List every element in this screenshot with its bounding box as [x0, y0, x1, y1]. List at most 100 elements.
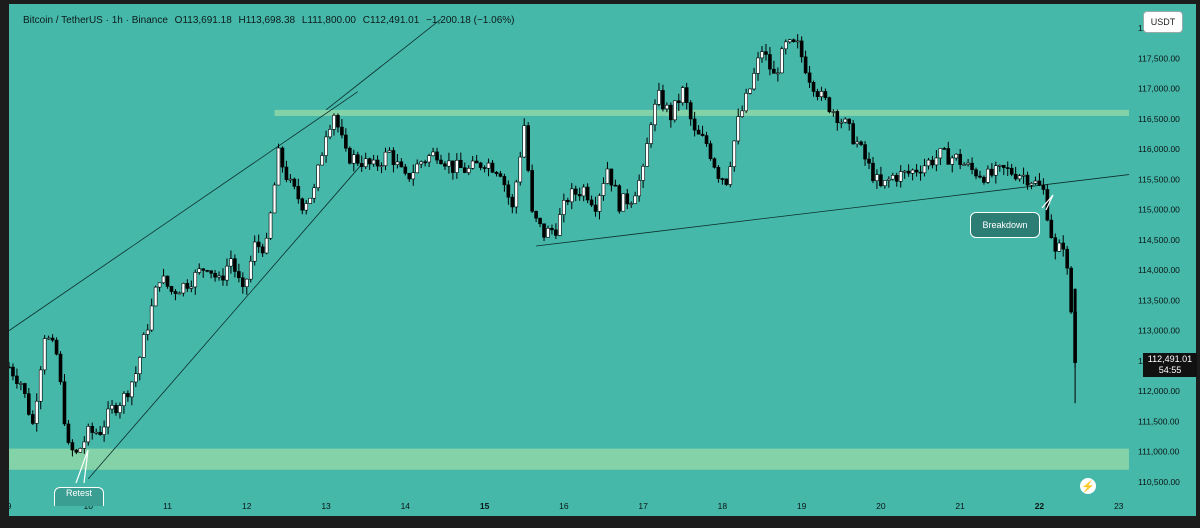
candle-down	[716, 167, 721, 179]
candle-up	[264, 237, 269, 254]
candle-down	[241, 277, 245, 287]
candle-up	[447, 160, 451, 167]
candle-up	[351, 154, 356, 164]
trendline-3	[536, 174, 1130, 247]
candle-down	[946, 148, 951, 165]
candle-up	[328, 129, 332, 138]
chart-area[interactable]: 118,000.00117,500.00117,000.00116,500.00…	[9, 4, 1197, 516]
candle-down	[237, 271, 241, 279]
candle-up	[657, 90, 661, 105]
candle-up	[181, 283, 186, 294]
candle-down	[221, 275, 225, 281]
candle-up	[197, 268, 202, 273]
candle-up	[387, 150, 392, 153]
candle-up	[819, 91, 824, 97]
candle-down	[791, 39, 796, 42]
candle-down	[879, 174, 883, 187]
candle-down	[625, 193, 630, 205]
currency-unit-button[interactable]: USDT	[1143, 11, 1183, 33]
candle-up	[649, 124, 653, 144]
candle-down	[201, 268, 205, 271]
candle-down	[815, 91, 820, 97]
candle-down	[577, 194, 582, 197]
candle-up	[728, 166, 733, 185]
candle-up	[601, 183, 606, 196]
candle-up	[736, 116, 741, 142]
candle-down	[573, 188, 578, 195]
candle-down	[11, 366, 15, 377]
candle-up	[19, 383, 23, 385]
candle-down	[1013, 173, 1018, 180]
candle-up	[641, 166, 645, 181]
y-tick-label: 112,000.00	[1138, 386, 1180, 396]
trendline-2	[325, 18, 442, 111]
candle-down	[692, 118, 697, 131]
symbol-title[interactable]: Bitcoin / TetherUS · 1h · Binance	[23, 15, 168, 26]
candle-down	[684, 87, 689, 103]
bar-countdown: 54:55	[1158, 365, 1182, 375]
candle-up	[673, 100, 677, 121]
candle-down	[23, 383, 27, 395]
candle-down	[233, 258, 237, 272]
candle-up	[680, 87, 685, 103]
x-tick-label: 14	[401, 501, 411, 511]
retest-annotation[interactable]: Retest	[54, 487, 104, 506]
candle-up	[82, 441, 87, 449]
candle-up	[1057, 242, 1062, 252]
candle-up	[756, 57, 760, 74]
candle-down	[863, 144, 867, 160]
candle-down	[58, 353, 63, 383]
candle-up	[268, 212, 273, 239]
price-chart[interactable]: 118,000.00117,500.00117,000.00116,500.00…	[9, 4, 1196, 516]
x-tick-label: 22	[1035, 501, 1045, 511]
candle-down	[700, 133, 705, 136]
candle-down	[256, 241, 261, 248]
candle-up	[910, 169, 915, 174]
candle-up	[986, 168, 990, 183]
candle-down	[185, 283, 190, 289]
candle-down	[835, 111, 840, 124]
x-tick-label: 12	[242, 501, 252, 511]
candle-up	[621, 193, 626, 212]
candle-down	[974, 169, 978, 177]
candle-down	[712, 158, 717, 168]
y-tick-label: 110,500.00	[1138, 477, 1180, 487]
candle-up	[783, 41, 788, 50]
candle-up	[316, 164, 320, 189]
candle-down	[459, 159, 463, 169]
y-tick-label: 114,500.00	[1138, 235, 1180, 245]
brand-logo-icon[interactable]: ⚡	[1080, 478, 1096, 494]
candle-down	[50, 337, 55, 341]
candle-down	[799, 40, 804, 58]
candle-down	[676, 100, 681, 103]
candle-up	[1017, 175, 1022, 180]
x-tick-label: 11	[163, 501, 172, 511]
last-price-label: 112,491.01	[1147, 354, 1193, 364]
candle-up	[466, 167, 471, 173]
candle-down	[451, 160, 455, 173]
candle-down	[982, 176, 986, 183]
candle-up	[244, 278, 249, 287]
candle-down	[498, 173, 503, 177]
candle-down	[98, 431, 102, 435]
candle-up	[546, 228, 550, 238]
retest-pointer	[75, 449, 89, 484]
candle-up	[855, 141, 859, 145]
candle-down	[696, 129, 701, 135]
y-tick-label: 117,500.00	[1138, 53, 1180, 63]
high-value: H113,698.38	[238, 15, 296, 26]
candle-down	[403, 166, 408, 174]
candle-down	[566, 200, 570, 203]
candle-up	[411, 172, 416, 180]
symbol-header: Bitcoin / TetherUS · 1h · Binance O113,6…	[23, 15, 519, 26]
candle-down	[803, 56, 808, 74]
candle-down	[1009, 167, 1014, 175]
candle-down	[958, 153, 962, 165]
candle-up	[145, 329, 150, 335]
candle-down	[851, 123, 855, 145]
candle-down	[296, 186, 301, 200]
x-tick-label: 21	[955, 501, 965, 511]
candle-down	[355, 154, 360, 164]
breakdown-annotation[interactable]: Breakdown	[970, 212, 1040, 238]
y-tick-label: 113,500.00	[1138, 295, 1180, 305]
